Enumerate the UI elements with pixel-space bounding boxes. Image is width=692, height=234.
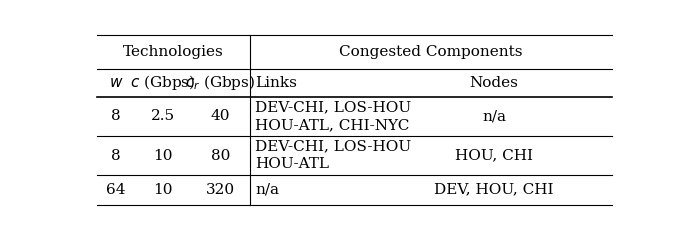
- Text: Technologies: Technologies: [123, 45, 224, 59]
- Text: Links: Links: [255, 76, 298, 90]
- Text: 10: 10: [153, 183, 173, 197]
- Text: 10: 10: [153, 149, 173, 163]
- Text: Congested Components: Congested Components: [339, 45, 523, 59]
- Text: $c_r$ (Gbps): $c_r$ (Gbps): [185, 73, 256, 92]
- Text: $c$ (Gbps): $c$ (Gbps): [130, 73, 196, 92]
- Text: n/a: n/a: [482, 109, 506, 123]
- Text: DEV, HOU, CHI: DEV, HOU, CHI: [435, 183, 554, 197]
- Text: n/a: n/a: [255, 183, 280, 197]
- Text: DEV-CHI, LOS-HOU
HOU-ATL: DEV-CHI, LOS-HOU HOU-ATL: [255, 140, 412, 172]
- Text: 320: 320: [206, 183, 235, 197]
- Text: HOU, CHI: HOU, CHI: [455, 149, 533, 163]
- Text: 8: 8: [111, 149, 121, 163]
- Text: DEV-CHI, LOS-HOU
HOU-ATL, CHI-NYC: DEV-CHI, LOS-HOU HOU-ATL, CHI-NYC: [255, 100, 412, 132]
- Text: 40: 40: [211, 109, 230, 123]
- Text: 80: 80: [211, 149, 230, 163]
- Text: $w$: $w$: [109, 76, 123, 90]
- Text: 8: 8: [111, 109, 121, 123]
- Text: 2.5: 2.5: [151, 109, 175, 123]
- Text: 64: 64: [107, 183, 126, 197]
- Text: Nodes: Nodes: [470, 76, 518, 90]
